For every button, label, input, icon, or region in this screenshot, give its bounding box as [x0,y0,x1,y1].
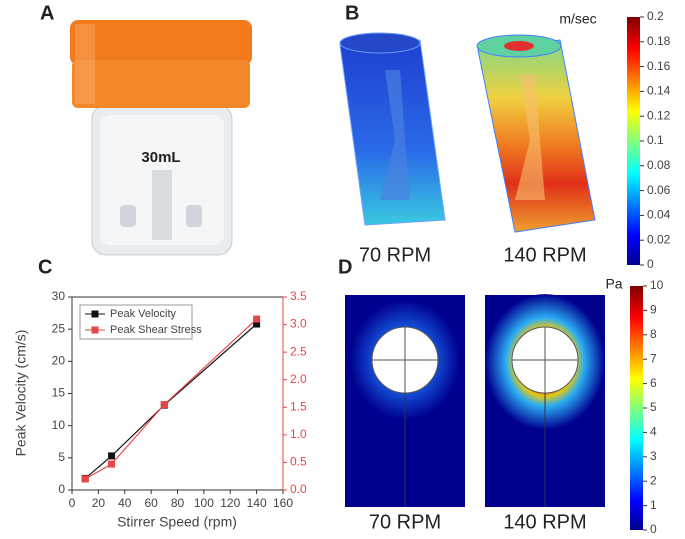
x-tick-label: 60 [144,496,158,510]
y-tick-label: 5 [58,450,65,464]
point-marker [108,452,116,460]
jar-photo: 30mL [70,20,252,256]
y-tick-label: 25 [52,321,66,335]
y-tick-label: 30 [52,289,66,303]
x-axis-title: Stirrer Speed (rpm) [117,514,237,530]
colorbar-tick-label: 0.14 [647,84,671,98]
x-tick-label: 140 [247,496,267,510]
point-marker [160,401,168,409]
colorbar-tick-label: 0.04 [647,208,671,222]
colorbar-tick-label: 9 [650,303,657,317]
colorbar-tick-label: 2 [650,473,657,487]
legend-marker [91,326,99,334]
stress-map-140 [485,294,605,507]
colorbar [630,286,643,530]
colorbar-tick-label: 0.18 [647,34,671,48]
y2-tick-label: 2.5 [290,344,307,358]
legend-label: Peak Velocity [110,308,177,320]
y2-tick-label: 0.5 [290,455,307,469]
legend-box [79,304,193,340]
colorbar-tick-label: 0.1 [647,133,664,147]
colorbar-tick-label: 0 [650,522,657,536]
velocity-map-70 [339,32,446,226]
series-line [84,318,258,480]
x-tick-label: 100 [194,496,214,510]
caption: 140 RPM [503,244,586,266]
colorbar-tick-label: 1 [650,498,657,512]
point-marker [108,460,116,468]
x-tick-label: 20 [92,496,106,510]
series-line [84,323,258,479]
panel-label: D [338,256,352,278]
point-marker [253,320,261,328]
y2-tick-label: 1.5 [290,399,307,413]
colorbar-tick-label: 4 [650,425,657,439]
colorbar-tick-label: 0.12 [647,108,671,122]
legend-label: Peak Shear Stress [110,324,202,336]
point-marker [81,475,89,483]
y-tick-label: 10 [52,418,66,432]
colorbar [627,17,640,265]
y-tick-label: 15 [52,386,66,400]
caption: 140 RPM [503,511,586,533]
y2-tick-label: 1.0 [290,427,307,441]
colorbar-tick-label: 0.16 [647,59,671,73]
colorbar-tick-label: 3 [650,449,657,463]
colorbar-unit: Pa [605,276,622,292]
colorbar-tick-label: 7 [650,351,657,365]
x-tick-label: 40 [118,496,132,510]
y2-tick-label: 2.0 [290,372,307,386]
colorbar-tick-label: 0.02 [647,232,671,246]
y2-tick-label: 3.0 [290,317,307,331]
colorbar-tick-label: 6 [650,376,657,390]
colorbar-tick-label: 0 [647,257,654,271]
stress-map-70 [345,295,465,507]
colorbar-tick-label: 8 [650,327,657,341]
y-tick-label: 0 [58,482,65,496]
panel-label: A [40,2,54,24]
legend-marker [91,310,99,318]
y2-tick-label: 3.5 [290,289,307,303]
colorbar-unit: m/sec [559,11,596,27]
panel-label: B [345,2,359,24]
colorbar-tick-label: 10 [650,278,664,292]
x-tick-label: 80 [171,496,185,510]
y-tick-label: 20 [52,354,66,368]
colorbar-tick-label: 0.06 [647,183,671,197]
panel-label: C [38,256,52,278]
y2-tick-label: 0.0 [290,482,307,496]
x-tick-label: 160 [273,496,293,510]
caption: 70 RPM [359,244,431,266]
y-axis-title: Peak Velocity (cm/s) [13,330,29,457]
colorbar-tick-label: 0.2 [647,9,664,23]
jar-label: 30mL [141,149,180,166]
velocity-map-140 [476,34,596,233]
colorbar-tick-label: 5 [650,400,657,414]
caption: 70 RPM [369,511,441,533]
x-tick-label: 0 [69,496,76,510]
point-marker [253,315,261,323]
colorbar-tick-label: 0.08 [647,158,671,172]
x-tick-label: 120 [220,496,240,510]
